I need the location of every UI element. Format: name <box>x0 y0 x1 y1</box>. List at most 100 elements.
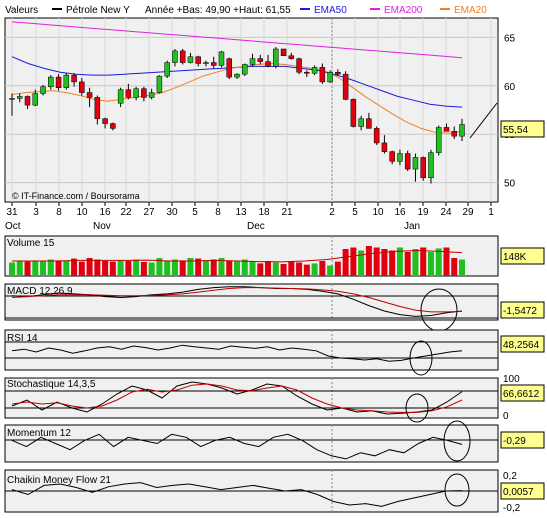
volume-bar <box>117 260 124 276</box>
legend-label-ema20: EMA20 <box>454 5 487 16</box>
candle-body <box>412 157 419 170</box>
candle-body <box>148 92 155 98</box>
rsi-line <box>11 344 463 362</box>
stochastic-y-tick: 100 <box>503 374 520 385</box>
macd-panel <box>4 283 499 321</box>
candle-body <box>32 93 39 106</box>
month-label: Jan <box>404 221 420 232</box>
x-tick-label: 31 <box>6 207 18 218</box>
candle-body <box>280 48 287 57</box>
header-range: Année +Bas: 49,90 +Haut: 61,55 <box>145 5 291 16</box>
volume-bar <box>365 246 372 276</box>
volume-bar <box>350 247 357 276</box>
volume-bar <box>148 262 155 276</box>
volume-bar <box>24 261 31 276</box>
candle-body <box>389 151 395 162</box>
legend-swatch-ema200 <box>370 8 380 10</box>
candle-body <box>133 88 139 98</box>
candle-body <box>350 99 357 127</box>
volume-bar <box>257 263 264 276</box>
candle-body <box>172 50 178 63</box>
candle-body <box>218 51 225 66</box>
candle-body <box>117 89 124 104</box>
x-tick-label: 5 <box>192 207 198 218</box>
volume-bar <box>94 259 101 276</box>
x-tick-label: 16 <box>99 207 111 218</box>
volume-bar <box>9 262 15 276</box>
volume-bar <box>218 258 225 276</box>
month-label: Nov <box>93 221 111 232</box>
volume-bar <box>78 261 85 276</box>
candle-body <box>397 153 403 162</box>
x-tick-label: 18 <box>258 207 270 218</box>
volume-bar <box>234 261 240 276</box>
rsi-badge <box>500 335 545 353</box>
volume-bar <box>327 265 334 276</box>
volume-bar <box>265 261 272 276</box>
candle-body <box>164 62 170 77</box>
volume-bar <box>195 258 202 276</box>
volume-bar <box>241 259 248 276</box>
volume-bar <box>459 259 465 276</box>
price-y-tick: 50 <box>504 179 516 190</box>
header-instrument: Pétrole New Y <box>66 5 130 16</box>
x-tick-label: 19 <box>417 207 429 218</box>
candle-body <box>55 76 62 88</box>
volume-bar <box>342 249 349 276</box>
x-tick-label: 10 <box>372 207 384 218</box>
candle-body <box>319 67 326 83</box>
volume-value: 148K <box>503 252 527 263</box>
candle-body <box>79 81 85 93</box>
volume-bar <box>296 262 303 276</box>
macd-title: MACD 12,26,9 <box>7 286 73 297</box>
candle-body <box>257 58 264 62</box>
x-tick-label: 10 <box>76 207 88 218</box>
candle-body <box>288 55 295 59</box>
month-label: Oct <box>5 221 21 232</box>
volume-title: Volume 15 <box>7 238 55 249</box>
candle-body <box>63 74 70 88</box>
price-last-value: 55,54 <box>503 125 528 136</box>
chaikin-y-tick: 0,2 <box>503 471 517 482</box>
candle-body <box>187 56 194 63</box>
candle-body <box>443 127 450 132</box>
volume-bar <box>210 259 217 276</box>
stochastic-y-tick: 0 <box>503 411 509 422</box>
candle-body <box>17 96 23 99</box>
macd-badge <box>500 301 545 319</box>
macd-value: -1,5472 <box>503 306 537 317</box>
candle-body <box>110 123 116 129</box>
volume-bar <box>125 261 132 276</box>
x-tick-label: 8 <box>56 207 62 218</box>
candle-body <box>156 75 163 93</box>
header-label: Valeurs <box>5 5 38 16</box>
volume-bar <box>202 261 209 276</box>
volume-bar <box>381 249 388 276</box>
candle-body <box>9 98 15 100</box>
volume-bar <box>226 261 233 276</box>
candle-body <box>203 62 209 64</box>
momentum-value: -0,29 <box>503 436 526 447</box>
stochastic-title: Stochastique 14,3,5 <box>7 379 96 390</box>
legend-swatch-ema20 <box>440 8 450 10</box>
volume-bar <box>319 261 326 276</box>
candle-body <box>141 88 147 98</box>
candle-body <box>242 64 248 75</box>
volume-bar <box>272 262 279 276</box>
x-tick-label: 29 <box>462 207 474 218</box>
volume-bar <box>179 260 186 276</box>
x-tick-label: 22 <box>120 207 132 218</box>
stochastic-k-line <box>11 381 463 415</box>
candle-body <box>195 56 201 64</box>
x-tick-label: 21 <box>281 207 293 218</box>
volume-bar <box>396 247 403 276</box>
x-tick-label: 1 <box>488 207 494 218</box>
momentum-highlight-circle <box>443 420 471 462</box>
momentum-line <box>11 433 463 460</box>
chaikin-highlight-circle <box>444 473 470 507</box>
volume-bar <box>303 264 310 276</box>
volume-bar <box>140 261 147 276</box>
candle-body <box>404 153 411 170</box>
volume-bar <box>334 261 341 276</box>
